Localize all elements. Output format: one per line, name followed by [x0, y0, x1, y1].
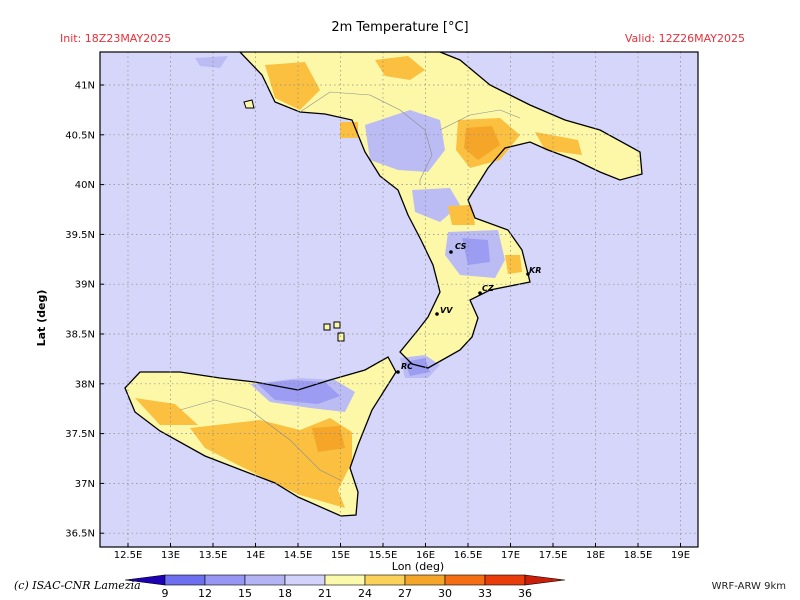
- x-tick-label: 14E: [246, 550, 265, 561]
- temperature-colorbar: 9 12 15 18 21 24 27 30 33 36: [124, 574, 566, 600]
- station-label-cs: CS: [455, 242, 467, 251]
- init-time: Init: 18Z23MAY2025: [60, 32, 172, 45]
- colorbar-swatch: [364, 574, 406, 586]
- x-tick-label: 14.5E: [284, 550, 313, 561]
- island: [243, 99, 255, 109]
- y-tick-label: 37N: [75, 479, 95, 490]
- x-tick-label: 15.5E: [369, 550, 398, 561]
- colorbar-swatch: [164, 574, 206, 586]
- colorbar-label: 27: [398, 587, 412, 600]
- warm-area-crotone: [505, 255, 522, 274]
- y-tick-label: 39.5N: [65, 230, 95, 241]
- y-tick-label: 40.5N: [65, 130, 95, 141]
- colorbar-swatch: [284, 574, 326, 586]
- map-grid: [100, 52, 698, 547]
- colorbar-label: 12: [198, 587, 212, 600]
- station-cs: CS: [449, 242, 467, 254]
- x-tick-label: 17E: [501, 550, 520, 561]
- y-axis-label: Lat (deg): [35, 290, 48, 347]
- map-title: 2m Temperature [°C]: [331, 20, 469, 35]
- colorbar-label: 33: [478, 587, 492, 600]
- warm-area-cilento: [340, 122, 358, 138]
- station-kr: KR: [526, 266, 541, 276]
- station-rc: RC: [396, 362, 413, 374]
- latitude-ticks: 41N 40.5N 40N 39.5N 39N 38.5N 38N 37.5N 37N 36.5N: [65, 81, 104, 540]
- y-tick-label: 38N: [75, 379, 95, 390]
- x-tick-label: 17.5E: [539, 550, 568, 561]
- colorbar-label: 30: [438, 587, 452, 600]
- island: [323, 323, 331, 331]
- warmer-core-apulia: [464, 126, 500, 160]
- x-tick-label: 18.5E: [624, 550, 653, 561]
- station-cz: CZ: [478, 284, 494, 295]
- regional-border: [299, 91, 433, 185]
- cool-area-north: [195, 56, 228, 68]
- y-tick-label: 37.5N: [65, 429, 95, 440]
- x-tick-label: 18E: [586, 550, 605, 561]
- valid-time: Valid: 12Z26MAY2025: [624, 32, 745, 45]
- colorbar-label: 24: [358, 587, 372, 600]
- x-tick-label: 13E: [161, 550, 180, 561]
- colorbar-swatch: [444, 574, 486, 586]
- y-tick-label: 41N: [75, 81, 95, 92]
- cool-area-lucania: [365, 110, 445, 172]
- warm-area-sicily-west: [135, 398, 198, 425]
- colorbar-label: 21: [318, 587, 332, 600]
- station-label-vv: VV: [440, 306, 453, 315]
- longitude-ticks: 12.5E 13E 13.5E 14E 14.5E 15E 15.5E 16E 16.5E 17E…: [114, 543, 690, 561]
- y-tick-label: 38.5N: [65, 330, 95, 341]
- colorbar-swatch: [484, 574, 526, 586]
- colorbar-swatch: [524, 574, 566, 586]
- colorbar-label: 9: [162, 587, 169, 600]
- island: [337, 332, 345, 342]
- colorbar-label: 18: [278, 587, 292, 600]
- cool-area-pollino: [412, 188, 460, 222]
- y-tick-label: 39N: [75, 280, 95, 291]
- station-label-rc: RC: [401, 362, 413, 371]
- coastline-sicily: [124, 356, 397, 517]
- station-label-cz: CZ: [482, 284, 494, 293]
- cold-core-sila: [462, 238, 490, 265]
- warm-area-sicily-central: [190, 418, 352, 508]
- model-label: WRF-ARW 9km: [711, 581, 786, 592]
- colorbar-swatch: [404, 574, 446, 586]
- x-tick-label: 15E: [331, 550, 350, 561]
- regional-border: [179, 399, 341, 481]
- y-tick-label: 36.5N: [65, 529, 95, 540]
- y-tick-label: 40N: [75, 180, 95, 191]
- colorbar-label: 36: [518, 587, 532, 600]
- warm-area-campania: [375, 56, 425, 80]
- stations: CS KR CZ VV RC: [396, 242, 541, 374]
- x-tick-label: 13.5E: [199, 550, 228, 561]
- coastline-italy: [239, 52, 643, 369]
- colorbar-label: 15: [238, 587, 252, 600]
- warmer-core-sicily: [312, 426, 345, 452]
- colorbar-swatch: [324, 574, 366, 586]
- station-label-kr: KR: [529, 266, 541, 275]
- island: [333, 321, 341, 329]
- colorbar-swatch: [244, 574, 286, 586]
- x-tick-label: 16E: [416, 550, 435, 561]
- x-tick-label: 19E: [671, 550, 690, 561]
- plot-frame: [99, 51, 699, 548]
- station-vv: VV: [435, 306, 453, 316]
- warm-area-campania-west: [265, 62, 320, 110]
- x-axis-label: Lon (deg): [392, 560, 444, 573]
- x-tick-label: 16.5E: [454, 550, 483, 561]
- x-tick-label: 12.5E: [114, 550, 143, 561]
- credit-text: (c) ISAC-CNR Lamezia: [14, 579, 141, 592]
- regional-border: [439, 109, 521, 131]
- colorbar-swatch: [204, 574, 246, 586]
